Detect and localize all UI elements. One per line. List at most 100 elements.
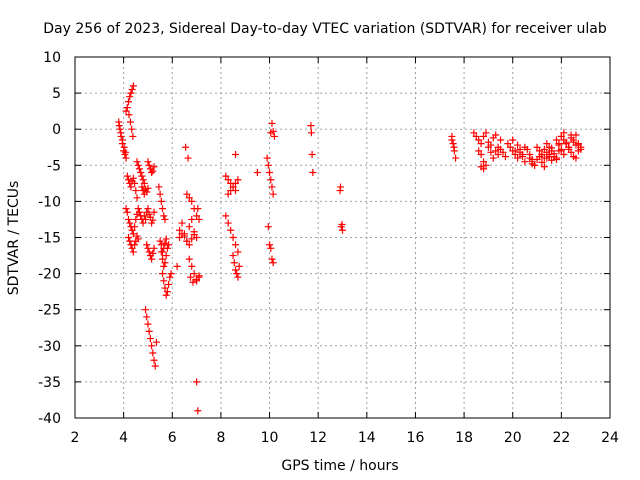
data-point (133, 158, 141, 166)
data-point (167, 270, 175, 278)
data-point (156, 237, 164, 245)
data-point (115, 122, 123, 130)
data-point (144, 244, 152, 252)
data-point (185, 255, 193, 263)
y-tick-label: -40 (38, 411, 61, 427)
data-point (543, 148, 551, 156)
data-point (232, 266, 239, 274)
data-point (514, 154, 522, 162)
chart-title: Day 256 of 2023, Sidereal Day-to-day VTE… (43, 21, 607, 37)
data-point (450, 143, 458, 151)
data-point (449, 140, 457, 148)
data-point (567, 131, 575, 139)
data-point (557, 132, 565, 140)
data-point (516, 148, 524, 156)
data-point (145, 327, 153, 335)
data-point (268, 119, 276, 127)
data-point (125, 111, 133, 119)
data-point (128, 85, 136, 93)
data-point (190, 270, 198, 278)
data-point (309, 169, 317, 177)
data-point (185, 241, 193, 249)
data-point (185, 194, 193, 202)
data-point (230, 259, 238, 267)
data-point (475, 147, 483, 155)
data-point (162, 252, 170, 260)
data-point (499, 148, 507, 156)
data-point (118, 136, 126, 144)
data-point (132, 215, 140, 223)
data-point (131, 179, 139, 187)
data-point (492, 147, 500, 155)
data-point (128, 244, 136, 252)
x-tick-label: 8 (216, 430, 225, 446)
data-point (185, 223, 193, 231)
data-point (163, 288, 171, 296)
data-point (160, 212, 168, 220)
data-point (577, 143, 585, 151)
data-point (149, 349, 157, 357)
data-point (129, 132, 137, 140)
data-point (139, 219, 147, 227)
data-point (188, 215, 196, 223)
data-point (504, 140, 512, 148)
data-point (268, 183, 276, 191)
data-point (555, 140, 563, 148)
data-point (157, 248, 165, 256)
data-point (492, 131, 500, 139)
data-point (195, 272, 203, 280)
data-point (149, 167, 157, 175)
data-point (229, 234, 237, 241)
data-point (129, 248, 137, 256)
data-point (176, 234, 184, 241)
data-point (232, 150, 239, 158)
data-point (484, 143, 492, 151)
data-point (135, 208, 143, 216)
data-point (266, 241, 274, 249)
y-tick-label: -15 (38, 231, 61, 247)
data-point (540, 163, 548, 171)
data-point (134, 205, 142, 213)
data-point (161, 239, 169, 247)
data-point (521, 158, 529, 166)
data-point (574, 140, 582, 148)
data-point (224, 176, 232, 184)
data-point (157, 241, 165, 249)
data-point (234, 176, 242, 184)
data-point (540, 154, 548, 162)
data-point (140, 212, 148, 220)
data-point (489, 154, 497, 162)
y-tick-label: 5 (52, 86, 61, 102)
data-point (140, 179, 148, 187)
data-point (182, 143, 190, 151)
data-point (152, 338, 160, 346)
data-point (128, 226, 136, 234)
data-point (149, 216, 157, 224)
data-point (127, 89, 135, 97)
y-tick-label: -5 (47, 158, 61, 174)
data-point (487, 148, 495, 156)
x-tick-label: 4 (119, 430, 128, 446)
data-point (548, 156, 556, 164)
data-point (307, 129, 315, 137)
data-point (155, 183, 163, 191)
data-point (448, 136, 456, 144)
data-point (144, 205, 152, 213)
data-point (122, 148, 130, 156)
data-point (193, 275, 201, 283)
y-tick-label: 0 (52, 122, 61, 138)
data-point (134, 161, 142, 169)
data-point (494, 150, 502, 158)
data-point (180, 230, 188, 238)
data-point (514, 141, 522, 149)
data-point (144, 184, 152, 192)
data-point (270, 132, 278, 140)
data-point (227, 187, 235, 195)
data-point (528, 160, 536, 168)
data-point (134, 235, 142, 243)
data-point (161, 284, 169, 292)
data-point (506, 143, 514, 151)
data-point (150, 356, 158, 364)
data-point (560, 150, 568, 158)
data-point (557, 147, 565, 155)
